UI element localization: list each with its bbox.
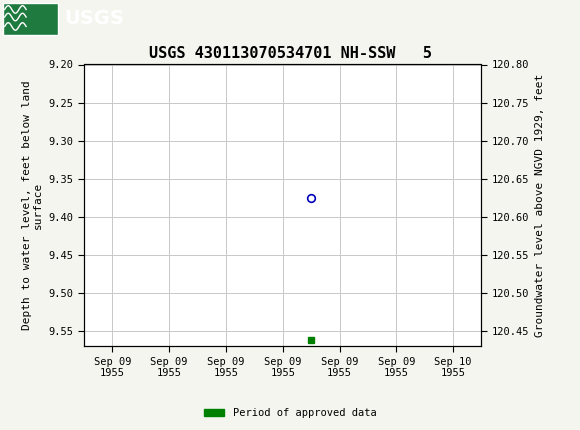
Y-axis label: Groundwater level above NGVD 1929, feet: Groundwater level above NGVD 1929, feet bbox=[535, 74, 545, 337]
Y-axis label: Depth to water level, feet below land
surface: Depth to water level, feet below land su… bbox=[21, 80, 43, 330]
Bar bbox=[3, 3, 58, 35]
Text: USGS: USGS bbox=[64, 9, 124, 28]
Legend: Period of approved data: Period of approved data bbox=[200, 404, 380, 423]
Text: USGS 430113070534701 NH-SSW   5: USGS 430113070534701 NH-SSW 5 bbox=[148, 46, 432, 61]
